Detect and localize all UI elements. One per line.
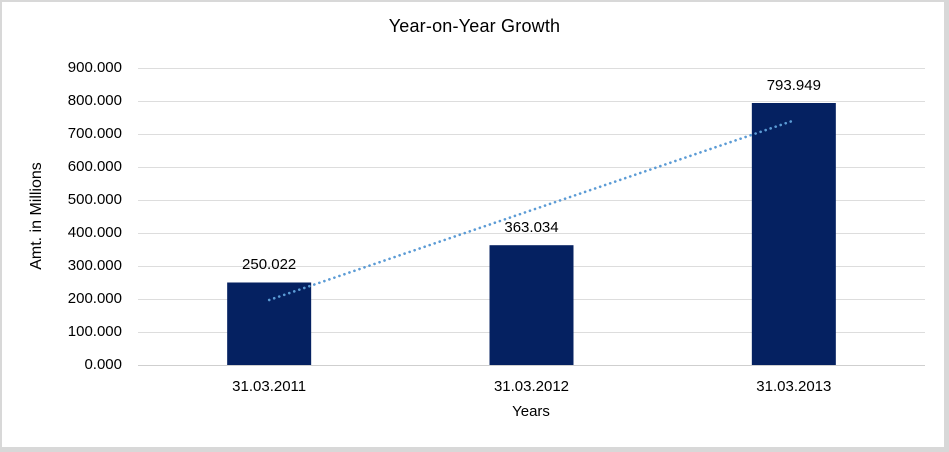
- bar-31.03.2012: [489, 245, 574, 365]
- data-label: 250.022: [242, 256, 297, 274]
- chart-title: Year-on-Year Growth: [388, 16, 561, 36]
- y-tick-label: 700.000: [67, 125, 122, 142]
- x-tick-label: 31.03.2012: [493, 378, 570, 395]
- trendline: [267, 119, 796, 302]
- data-label: 793.949: [766, 76, 821, 94]
- y-tick-label: 600.000: [67, 158, 122, 175]
- x-axis-title: Years: [512, 403, 550, 420]
- y-tick-label: 0.000: [84, 356, 122, 373]
- y-tick-label: 300.000: [67, 257, 122, 274]
- y-axis-title: Amt. in Millions: [28, 162, 45, 270]
- data-label: 363.034: [504, 219, 559, 237]
- y-tick-label: 500.000: [67, 191, 122, 208]
- y-tick-label: 800.000: [67, 92, 122, 109]
- y-tick-label: 100.000: [67, 323, 122, 340]
- y-tick-label: 400.000: [67, 224, 122, 241]
- bar-31.03.2013: [751, 102, 836, 365]
- bar-31.03.2011: [227, 282, 312, 365]
- y-tick-label: 200.000: [67, 290, 122, 307]
- x-tick-label: 31.03.2013: [756, 378, 832, 395]
- y-tick-label: 900.000: [67, 59, 122, 76]
- x-tick-label: 31.03.2011: [232, 378, 307, 395]
